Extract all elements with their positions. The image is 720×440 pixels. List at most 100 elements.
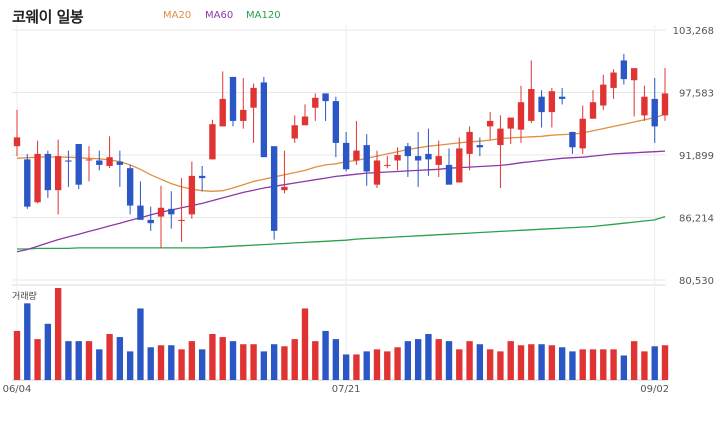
volume-bar bbox=[24, 303, 31, 380]
candle-body bbox=[630, 68, 638, 81]
volume-bar bbox=[414, 339, 422, 380]
volume-bar bbox=[332, 339, 340, 380]
candle-body bbox=[168, 208, 175, 215]
volume-bar bbox=[373, 349, 381, 380]
volume-bar bbox=[456, 349, 463, 380]
volume-bar bbox=[589, 349, 597, 380]
volume-bar bbox=[147, 347, 154, 380]
volume-bar bbox=[229, 341, 237, 380]
candle-body bbox=[425, 153, 432, 160]
legend-ma60: MA60 bbox=[205, 10, 234, 21]
candle-body bbox=[34, 153, 41, 203]
candle-body bbox=[209, 124, 216, 160]
volume-bar bbox=[13, 330, 21, 380]
candle-body bbox=[229, 76, 237, 121]
y-tick-label: 80,530 bbox=[679, 276, 714, 287]
volume-bar bbox=[188, 341, 196, 380]
candle-body bbox=[435, 156, 442, 165]
volume-bar bbox=[342, 354, 350, 380]
volume-bar bbox=[54, 288, 62, 380]
volume-bar bbox=[435, 339, 442, 380]
volume-label: 거래량 bbox=[12, 290, 37, 302]
volume-bar bbox=[240, 344, 247, 380]
volume-bar bbox=[85, 341, 93, 380]
candle-body bbox=[106, 157, 113, 166]
candle-body bbox=[445, 164, 453, 185]
candle-body bbox=[589, 102, 597, 119]
chart-title: 코웨이 일봉 bbox=[12, 8, 84, 26]
volume-bar bbox=[404, 341, 412, 380]
candle-body bbox=[147, 219, 154, 224]
candle-body bbox=[137, 205, 144, 220]
candle-body bbox=[353, 150, 360, 161]
candle-body bbox=[332, 101, 340, 143]
volume-bar bbox=[445, 341, 453, 380]
candle-body bbox=[620, 60, 628, 80]
candle-body bbox=[414, 156, 422, 161]
candle-body bbox=[538, 96, 545, 113]
candle-body bbox=[600, 84, 607, 106]
volume-bar bbox=[198, 349, 206, 380]
volume-bar bbox=[270, 344, 278, 380]
candle-body bbox=[65, 160, 72, 162]
candle-body bbox=[116, 161, 124, 165]
candle-body bbox=[404, 146, 412, 157]
candle-body bbox=[260, 82, 268, 158]
candle-body bbox=[569, 131, 576, 148]
candle-body bbox=[301, 116, 309, 126]
candle-body bbox=[373, 160, 381, 185]
x-tick-label: 07/21 bbox=[332, 384, 361, 395]
candle-body bbox=[497, 128, 504, 146]
volume-bar bbox=[137, 308, 144, 380]
y-tick-label: 86,214 bbox=[679, 214, 714, 225]
candle-body bbox=[96, 160, 103, 165]
candle-body bbox=[240, 109, 247, 121]
volume-bar bbox=[507, 341, 514, 380]
candle-body bbox=[661, 93, 669, 116]
volume-bar bbox=[116, 337, 124, 380]
candle-body bbox=[466, 131, 473, 154]
volume-bar bbox=[517, 345, 525, 380]
candle-body bbox=[394, 154, 401, 161]
volume-bar bbox=[291, 339, 298, 380]
candle-body bbox=[291, 125, 298, 139]
volume-bar bbox=[65, 341, 72, 380]
volume-bar bbox=[548, 345, 556, 380]
ma20-line bbox=[16, 113, 666, 192]
volume-bar bbox=[425, 334, 432, 380]
volume-bar bbox=[466, 341, 473, 380]
volume-bar bbox=[353, 354, 360, 380]
volume-bar bbox=[301, 308, 309, 380]
candle-body bbox=[507, 117, 514, 129]
volume-bar bbox=[75, 341, 82, 380]
candle-body bbox=[548, 91, 556, 113]
volume-bar bbox=[106, 334, 113, 380]
candle-body bbox=[486, 120, 494, 127]
candle-body bbox=[342, 142, 350, 170]
candle-body bbox=[579, 118, 586, 149]
volume-bar bbox=[312, 341, 319, 380]
volume-bar bbox=[569, 351, 576, 380]
candle-body bbox=[44, 153, 52, 191]
volume-bar bbox=[579, 349, 586, 380]
volume-bar bbox=[497, 351, 504, 380]
candle-body bbox=[384, 164, 391, 166]
candle-body bbox=[13, 137, 21, 147]
candle-body bbox=[188, 175, 196, 215]
candle-body bbox=[54, 156, 62, 191]
volume-bar bbox=[126, 351, 134, 380]
volume-bar bbox=[528, 344, 535, 380]
volume-bar bbox=[476, 344, 484, 380]
candle-body bbox=[641, 96, 648, 116]
candle-body bbox=[528, 89, 535, 121]
candle-body bbox=[456, 148, 463, 183]
candle-body bbox=[476, 145, 484, 148]
candle-body bbox=[75, 143, 82, 185]
y-tick-label: 97,583 bbox=[679, 89, 714, 100]
ma120-line bbox=[17, 215, 666, 250]
candle-body bbox=[610, 72, 617, 88]
candle-body bbox=[178, 219, 185, 221]
volume-bar bbox=[322, 330, 329, 380]
volume-bar bbox=[219, 337, 226, 380]
